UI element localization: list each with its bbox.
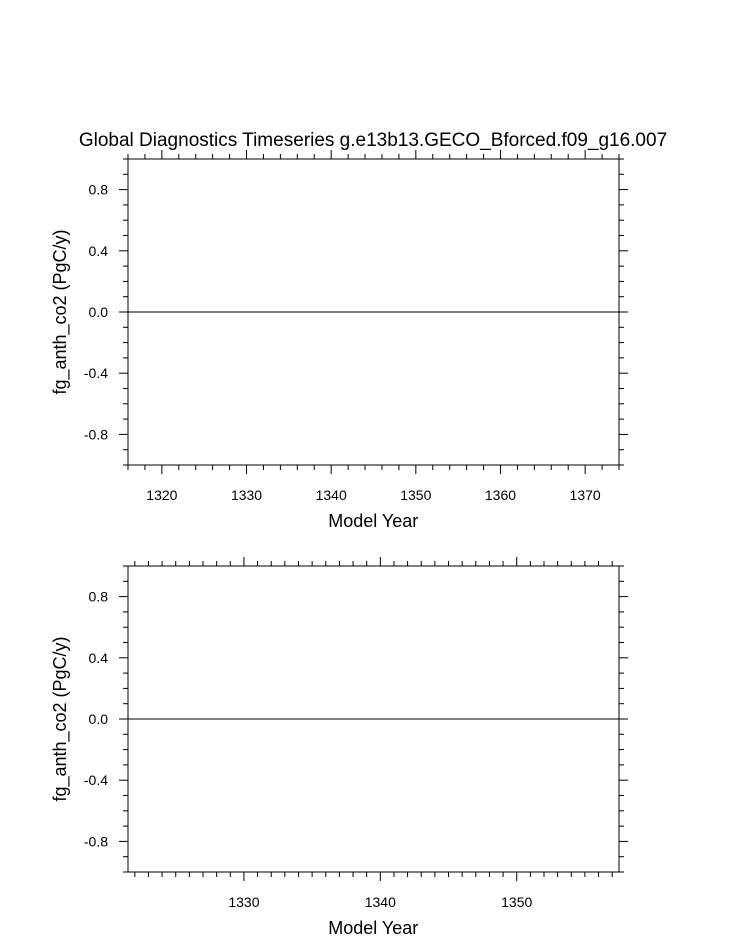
- x-axis-label: Model Year: [328, 918, 418, 938]
- y-tick-label: 0.4: [89, 650, 109, 666]
- y-tick-label: 0.4: [89, 243, 109, 259]
- y-tick-label: 0.8: [89, 182, 109, 198]
- x-axis-label: Model Year: [328, 511, 418, 531]
- x-tick-label: 1330: [228, 894, 259, 910]
- y-tick-label: -0.8: [84, 833, 108, 849]
- x-tick-label: 1320: [146, 487, 177, 503]
- x-tick-label: 1370: [570, 487, 601, 503]
- x-tick-label: 1350: [501, 894, 532, 910]
- y-tick-label: 0.0: [89, 711, 109, 727]
- y-tick-label: 0.0: [89, 304, 109, 320]
- x-tick-label: 1330: [231, 487, 262, 503]
- chart-title: Global Diagnostics Timeseries g.e13b13.G…: [79, 130, 667, 151]
- y-tick-label: -0.4: [84, 772, 108, 788]
- y-axis-label: fg_anth_co2 (PgC/y): [50, 636, 71, 801]
- x-tick-label: 1360: [485, 487, 516, 503]
- y-axis-label: fg_anth_co2 (PgC/y): [50, 229, 71, 394]
- top-panel: 0.8 0.4 0.0 -0.4 -0.8 1320 1330 1340 1350 1360 137…: [50, 150, 628, 531]
- y-tick-label: -0.8: [84, 426, 108, 442]
- x-tick-label: 1340: [316, 487, 347, 503]
- bottom-panel: 0.8 0.4 0.0 -0.4 -0.8 1330 1340 1350 Model Year f…: [50, 557, 628, 938]
- x-tick-label: 1340: [365, 894, 396, 910]
- y-tick-label: 0.8: [89, 589, 109, 605]
- x-tick-label: 1350: [400, 487, 431, 503]
- y-tick-label: -0.4: [84, 365, 108, 381]
